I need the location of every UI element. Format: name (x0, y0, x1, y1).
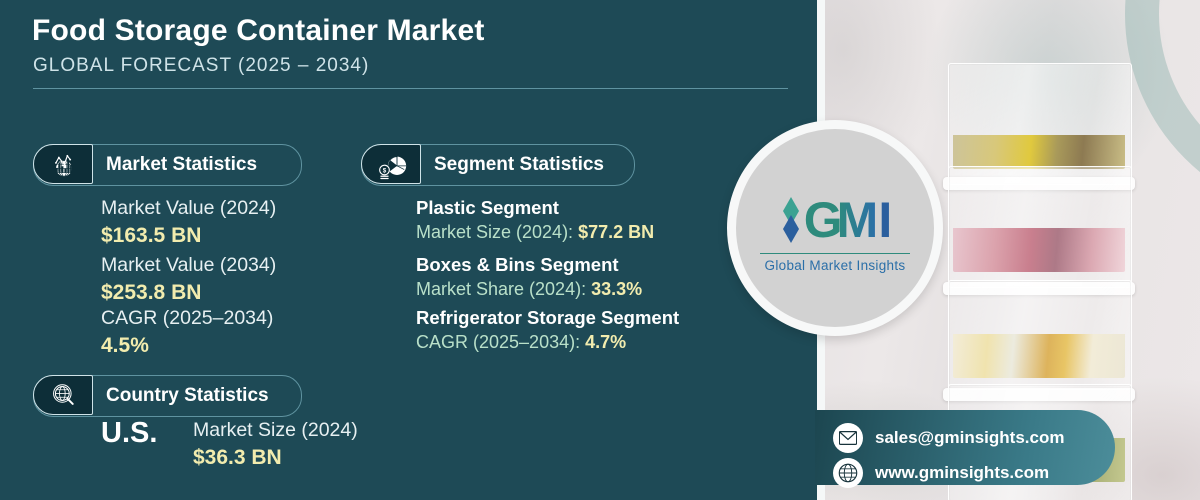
svg-text:$: $ (383, 168, 387, 175)
